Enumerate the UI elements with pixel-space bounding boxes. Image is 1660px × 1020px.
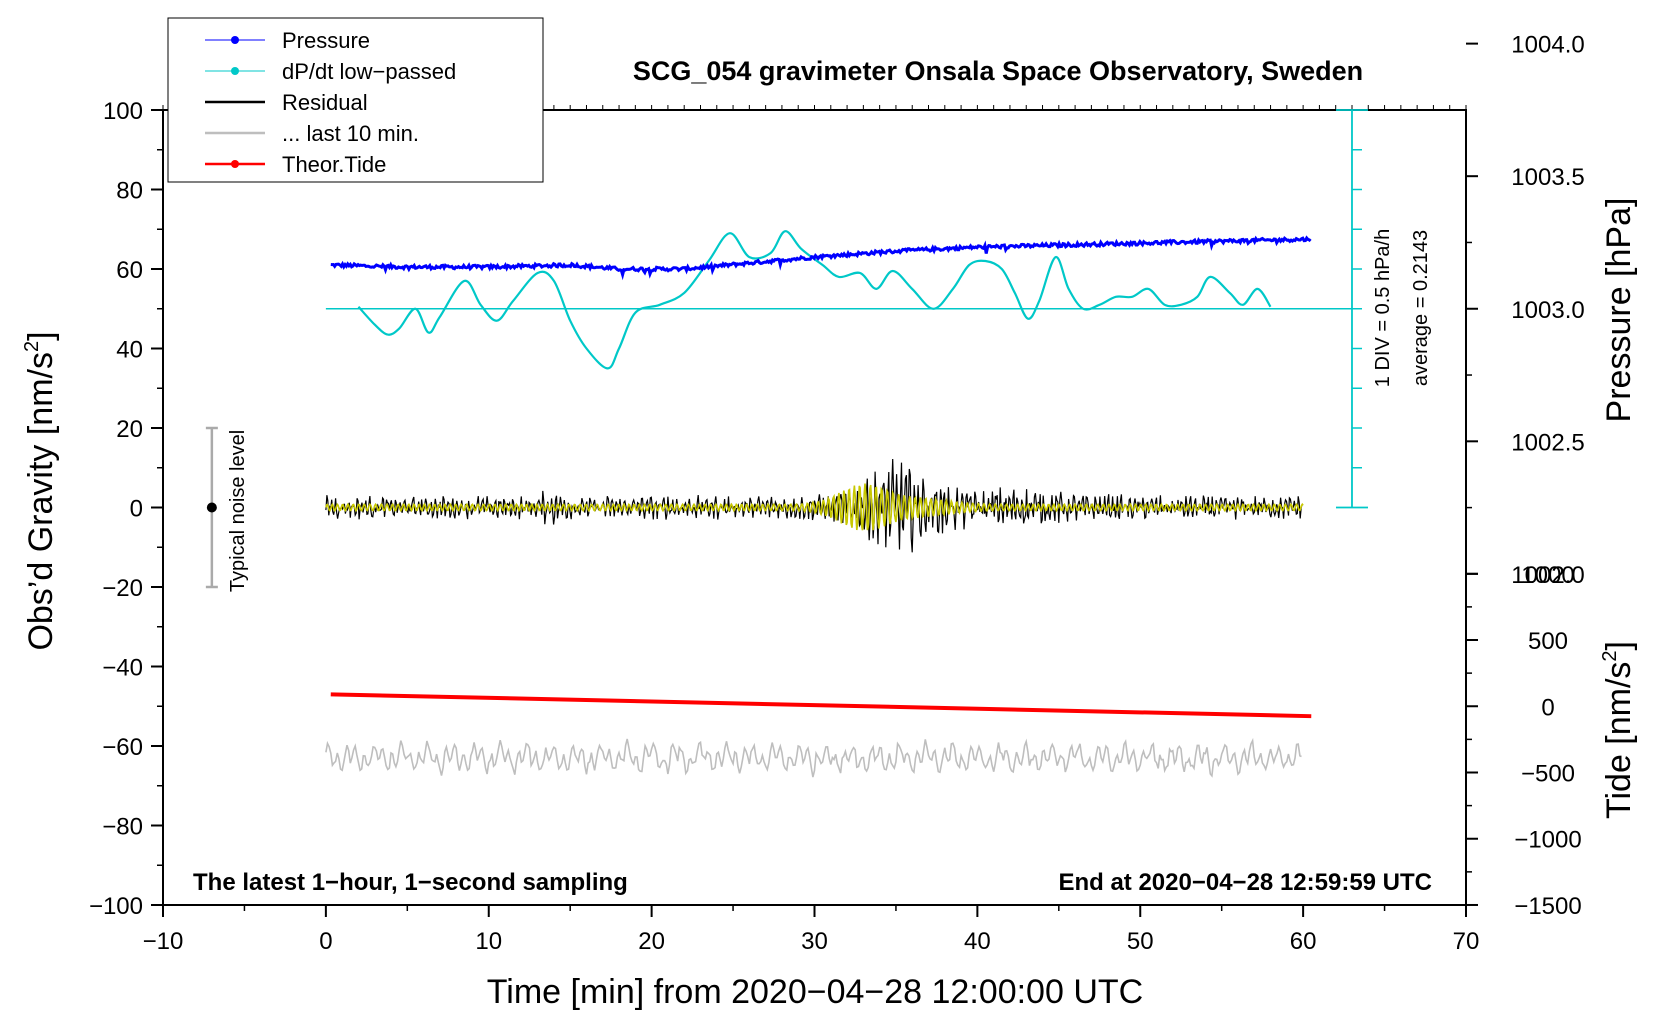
tide-axis-label-sup: 2 [1599,650,1621,661]
tide-tick-label: 1000 [1521,562,1574,589]
pressure-tick-label: 1003.5 [1511,164,1584,191]
tide-axis-label-main: Tide [nm/s [1600,662,1638,819]
y-axis-label: Obs’d Gravity [nm/s2] [21,331,60,650]
tide-tick-label: 500 [1528,628,1568,655]
tide-tick-label: −1500 [1514,893,1581,920]
chart-title: SCG_054 gravimeter Onsala Space Observat… [633,56,1363,86]
series-tide-line [330,692,1312,719]
x-axis-label: Time [min] from 2020−04−28 12:00:00 UTC [487,973,1143,1011]
x-tick-label: 60 [1290,928,1317,955]
y-axis-label-sup: 2 [21,341,43,352]
y-tick-label: 80 [116,178,143,205]
y-axis-label-end: ] [22,331,60,340]
dpdt-scale-label: 1 DIV = 0.5 hPa/h [1372,229,1394,387]
tide-axis-label: Tide [nm/s2] [1599,641,1638,819]
y-tick-label: −40 [102,655,143,682]
y-tick-label: −100 [89,893,143,920]
tide-tick-label: −500 [1521,760,1575,787]
tide-tick-label: 0 [1541,694,1554,721]
legend: Pressure dP/dt low−passed Residual ... last… [167,17,544,183]
legend-label: Theor.Tide [282,152,386,177]
x-axis: −10 0 10 20 30 40 50 60 70 [143,105,1480,955]
y-tick-label: −20 [102,575,143,602]
series-last10-line [325,737,1302,778]
x-tick-label: 0 [319,928,332,955]
noise-level-label: Typical noise level [227,430,249,592]
tide-axis-label-end: ] [1600,641,1638,650]
legend-label: ... last 10 min. [282,121,419,146]
y-axis: −100 −80 −60 −40 −20 0 20 40 60 80 100 [89,98,163,920]
legend-label: Pressure [282,28,370,53]
x-tick-label: 40 [964,928,991,955]
y-tick-label: 0 [130,496,143,523]
legend-label: Residual [282,90,368,115]
pressure-axis-label: Pressure [hPa] [1600,198,1638,423]
y-tick-label: −60 [102,734,143,761]
legend-box [167,17,544,183]
legend-swatch-marker [231,67,239,75]
x-tick-label: 30 [801,928,828,955]
legend-swatch-marker [231,160,239,168]
pressure-axis: 1002.0 1002.5 1003.0 1003.5 1004.0 [1466,32,1585,641]
y-tick-label: 100 [103,98,143,125]
y-tick-label: 40 [116,337,143,364]
x-tick-label: 10 [475,928,502,955]
noise-level-dot [206,502,217,513]
dpdt-average-label: average = 0.2143 [1410,230,1432,386]
series-pressure-line [330,235,1312,281]
tide-axis: −1500 −1000 −500 0 500 1000 [1466,562,1582,920]
y-axis-label-main: Obs’d Gravity [nm/s [22,352,60,651]
pressure-tick-label: 1003.0 [1511,297,1584,324]
y-tick-label: 60 [116,257,143,284]
pressure-tick-label: 1004.0 [1511,32,1584,59]
x-tick-label: −10 [143,928,184,955]
sampling-annotation: The latest 1−hour, 1−second sampling [193,869,628,896]
legend-label: dP/dt low−passed [282,59,456,84]
series-dpdt-line [357,230,1272,370]
series-layer [325,230,1352,778]
chart-extras [205,109,1368,589]
x-tick-label: 50 [1127,928,1154,955]
x-tick-label: 20 [638,928,665,955]
legend-swatch-marker [231,36,239,44]
y-tick-label: 20 [116,416,143,443]
x-tick-label: 70 [1453,928,1480,955]
pressure-tick-label: 1002.0 [1511,562,1584,589]
series-filtered-residual-line [325,483,1304,531]
tide-tick-label: −1000 [1514,827,1581,854]
end-time-annotation: End at 2020−04−28 12:59:59 UTC [1058,869,1432,896]
pressure-tick-label: 1002.5 [1511,429,1584,456]
y-tick-label: −80 [102,814,143,841]
